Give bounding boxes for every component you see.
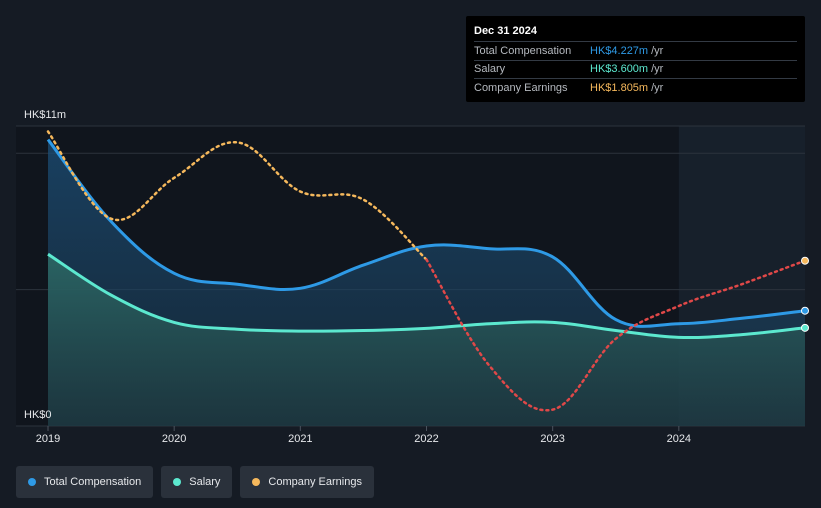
tooltip-label: Company Earnings (474, 81, 568, 94)
salary-area (48, 254, 805, 426)
x-tick-label: 2023 (540, 433, 564, 445)
legend-dot-icon (173, 478, 182, 486)
tooltip-value: HK$4.227m (590, 44, 649, 57)
company-earnings-line (46, 130, 807, 412)
chart-legend: Total Compensation Salary Company Earnin… (16, 466, 374, 498)
tooltip-value: HK$3.600m (590, 63, 649, 76)
tooltip: Dec 31 2024 Total Compensation HK$4.227m… (466, 16, 805, 102)
legend-label: Total Compensation (44, 476, 142, 488)
x-tick-label: 2020 (162, 433, 186, 445)
legend-dot-icon (252, 478, 261, 486)
x-tick-label: 2019 (36, 433, 60, 445)
legend-label: Company Earnings (268, 476, 362, 488)
tooltip-date: Dec 31 2024 (474, 25, 537, 37)
legend-item-company-earnings[interactable]: Company Earnings (240, 466, 374, 498)
x-tick-label: 2022 (414, 433, 438, 445)
legend-item-salary[interactable]: Salary (161, 466, 233, 498)
series-end-points (801, 256, 809, 332)
chart-canvas: HK$11m HK$0 2019 2020 2021 2022 2023 2024 (16, 109, 809, 445)
salary-end-point (801, 323, 809, 332)
x-axis-ticks: 2019 2020 2021 2022 2023 2024 (36, 426, 691, 445)
legend-dot-icon (28, 478, 36, 486)
salary-line (47, 252, 806, 340)
tooltip-row-total-compensation: Total Compensation HK$4.227m /yr (474, 41, 797, 60)
tooltip-row-company-earnings: Company Earnings HK$1.805m /yr (474, 78, 797, 97)
legend-item-total-compensation[interactable]: Total Compensation (16, 466, 154, 498)
tooltip-unit: /yr (651, 63, 664, 76)
y-axis-top-label: HK$11m (24, 109, 66, 121)
earnings-line-positive (46, 130, 428, 261)
tooltip-unit: /yr (651, 81, 664, 94)
x-tick-label: 2021 (288, 433, 312, 445)
tooltip-row-salary: Salary HK$3.600m /yr (474, 59, 797, 79)
earnings-line-declining (425, 258, 807, 412)
tooltip-label: Salary (474, 63, 506, 76)
total-compensation-line (46, 138, 806, 328)
legend-label: Salary (189, 476, 221, 488)
tooltip-unit: /yr (651, 44, 664, 57)
total-compensation-end-point (801, 306, 809, 315)
earnings-end-point (801, 256, 809, 265)
x-tick-label: 2024 (667, 433, 691, 445)
tooltip-value: HK$1.805m (590, 81, 649, 94)
tooltip-label: Total Compensation (474, 44, 572, 57)
y-axis-bottom-label: HK$0 (24, 409, 52, 421)
